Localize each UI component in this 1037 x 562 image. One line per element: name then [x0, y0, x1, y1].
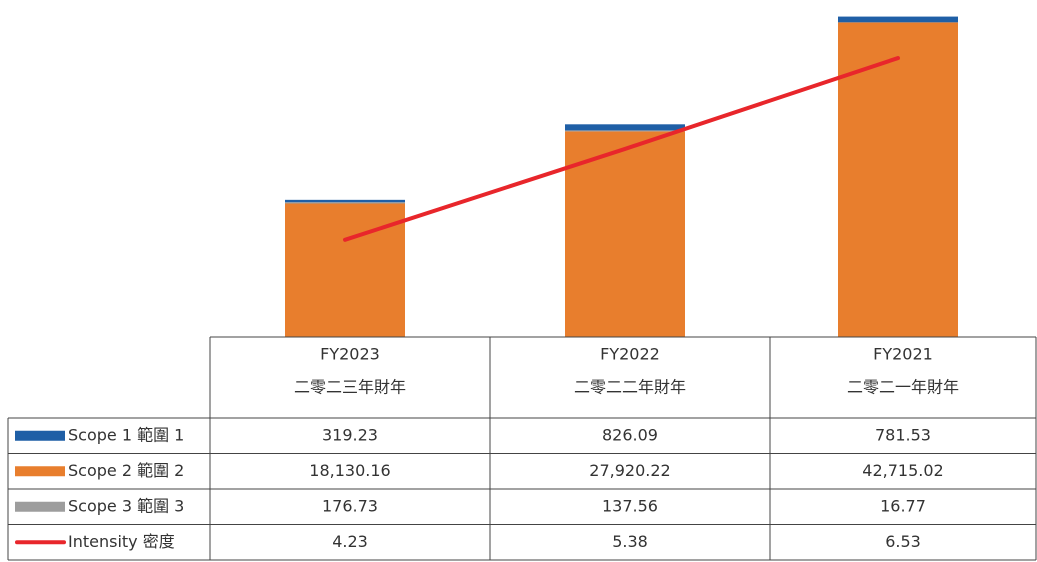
x-category-label: 二零二一年財年: [847, 378, 959, 397]
bar-segment: [285, 202, 405, 204]
data-label: 319.23: [322, 425, 378, 444]
data-label: 6.53: [885, 532, 921, 551]
bar-segment: [565, 130, 685, 132]
legend-label: Scope 2 範圍 2: [68, 461, 184, 480]
legend-label: Intensity 密度: [68, 532, 175, 551]
legend-label: Scope 3 範圍 3: [68, 496, 184, 515]
x-category-label: FY2021: [873, 345, 933, 364]
legend-swatch: [15, 430, 65, 441]
bar-segment: [838, 22, 958, 337]
data-label: 16.77: [880, 496, 926, 515]
data-label: 5.38: [612, 532, 648, 551]
legend-swatch: [15, 466, 65, 477]
bar-segment: [565, 131, 685, 337]
data-label: 176.73: [322, 496, 378, 515]
legend-swatch: [15, 501, 65, 512]
bar-segment: [565, 124, 685, 131]
data-label: 781.53: [875, 425, 931, 444]
bar-segment: [838, 16, 958, 23]
data-label: 137.56: [602, 496, 658, 515]
legend-label: Scope 1 範圍 1: [68, 425, 184, 444]
data-label: 4.23: [332, 532, 368, 551]
data-label: 27,920.22: [589, 461, 670, 480]
x-category-label: FY2023: [320, 345, 380, 364]
data-label: 18,130.16: [309, 461, 390, 480]
bar-segment: [285, 203, 405, 337]
data-label: 826.09: [602, 425, 658, 444]
x-category-label: 二零二二年財年: [574, 378, 686, 397]
intensity-line: [343, 56, 900, 242]
x-category-label: FY2022: [600, 345, 660, 364]
data-label: 42,715.02: [862, 461, 943, 480]
x-category-label: 二零二三年財年: [294, 378, 406, 397]
bar-segment: [285, 199, 405, 203]
